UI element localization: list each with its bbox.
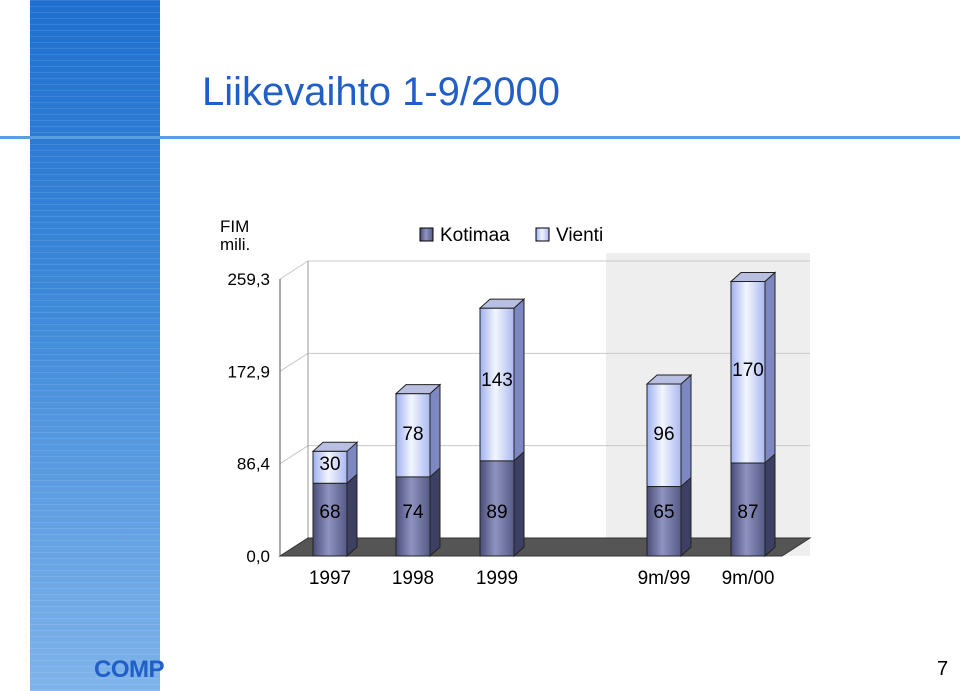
unit-label: FIM xyxy=(220,217,249,236)
side-band xyxy=(30,0,160,691)
x-tick-label: 1998 xyxy=(392,568,434,589)
data-label-vienti: 78 xyxy=(402,424,423,445)
bar-top xyxy=(394,384,442,395)
y-tick-label: 172,9 xyxy=(227,362,270,381)
data-label-vienti: 96 xyxy=(653,424,674,445)
data-label-kotimaa: 65 xyxy=(653,502,674,523)
data-label-vienti: 143 xyxy=(481,370,513,391)
data-label-vienti: 170 xyxy=(732,360,764,381)
data-label-vienti: 30 xyxy=(319,454,340,475)
y-tick-label: 0,0 xyxy=(246,547,270,566)
logo-part-2: TEL xyxy=(164,656,208,683)
bar-top xyxy=(311,441,359,452)
bar-kotimaa xyxy=(395,476,431,557)
x-tick-label: 1999 xyxy=(476,568,518,589)
bar-kotimaa xyxy=(730,462,766,557)
gridline-side xyxy=(279,260,309,280)
logo-part-1: COMP xyxy=(94,656,165,683)
x-tick-label: 9m/00 xyxy=(722,568,775,589)
bar-kotimaa-side xyxy=(764,452,776,558)
data-label-kotimaa: 68 xyxy=(319,502,340,523)
legend-swatch xyxy=(419,227,434,242)
bar-top xyxy=(478,298,526,309)
x-tick-label: 1997 xyxy=(309,568,351,589)
title-rule xyxy=(0,136,960,139)
legend-swatch xyxy=(535,227,550,242)
bar-kotimaa-side xyxy=(680,476,692,558)
page-number: 7 xyxy=(937,658,949,680)
gridline-side xyxy=(279,445,309,465)
unit-label: mili. xyxy=(220,235,250,254)
data-label-kotimaa: 74 xyxy=(402,502,424,523)
y-tick-label: 86,4 xyxy=(237,455,270,474)
x-tick-label: 9m/99 xyxy=(638,568,691,589)
highlight-region xyxy=(606,253,810,556)
bar-kotimaa xyxy=(312,482,348,557)
bar-kotimaa xyxy=(479,460,515,557)
bar-kotimaa-side xyxy=(513,450,525,558)
bar-vienti-side xyxy=(429,383,441,479)
comptel-logo: COMPTEL xyxy=(94,656,208,684)
bar-top xyxy=(729,271,777,282)
bar-vienti-side xyxy=(513,298,525,463)
bar-vienti xyxy=(395,393,431,478)
data-label-kotimaa: 87 xyxy=(737,502,758,523)
bar-top xyxy=(645,374,693,385)
legend-label: Vienti xyxy=(556,225,603,246)
bar-kotimaa xyxy=(646,486,682,557)
gridline-side xyxy=(279,352,309,372)
bar-kotimaa-side xyxy=(429,466,441,558)
legend-label: Kotimaa xyxy=(440,225,510,246)
y-tick-label: 259,3 xyxy=(227,270,270,289)
slide-title: Liikevaihto 1-9/2000 xyxy=(202,70,561,114)
bar-kotimaa-side xyxy=(346,473,358,558)
bar-vienti-side xyxy=(764,271,776,465)
data-label-kotimaa: 89 xyxy=(486,502,507,523)
bar-vienti-side xyxy=(680,373,692,488)
